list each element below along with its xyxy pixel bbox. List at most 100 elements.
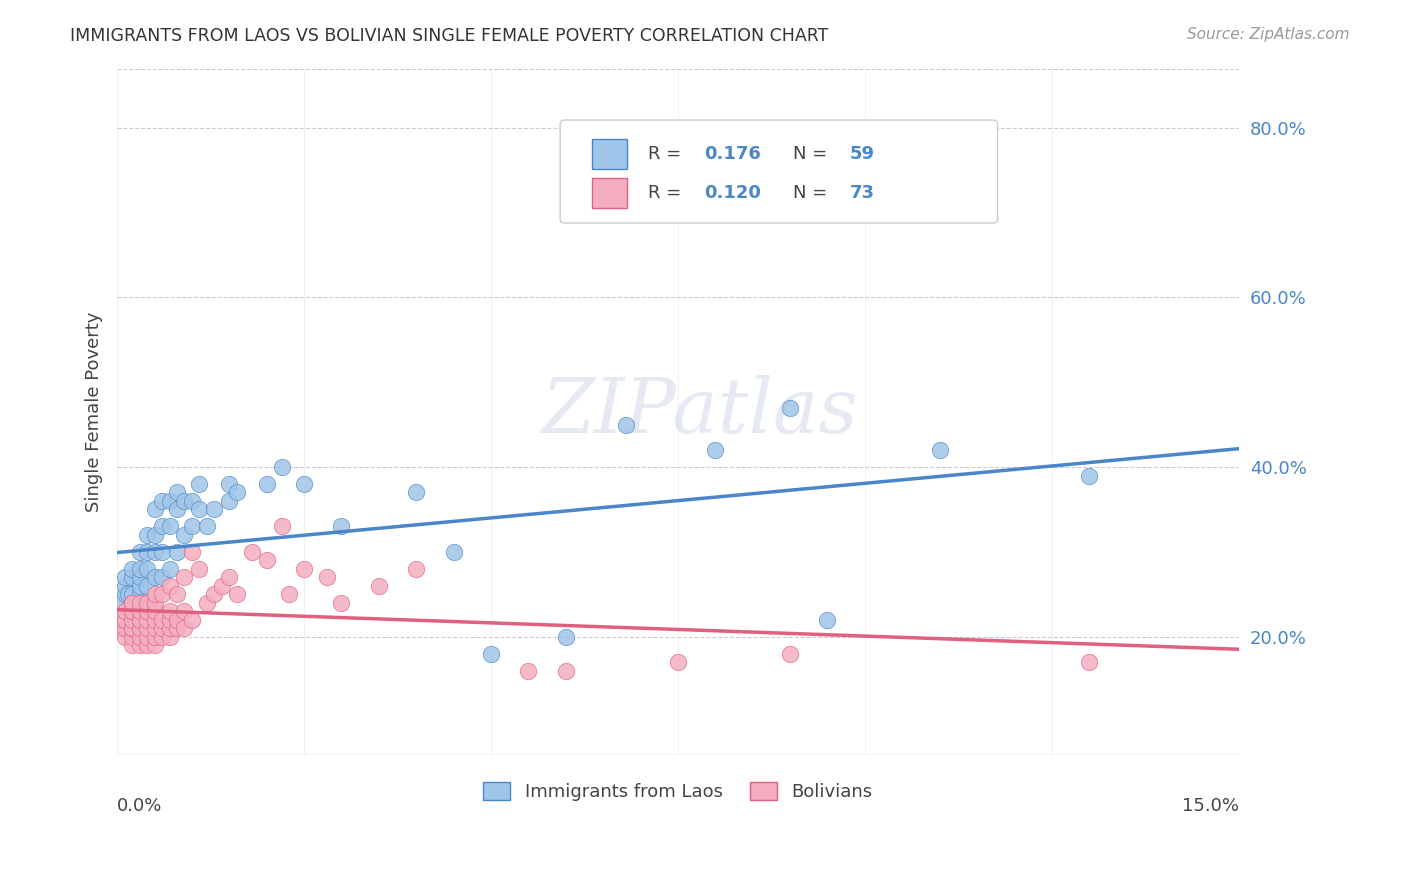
Text: N =: N = [793,184,834,202]
Point [173,604,195,618]
Point [202,502,225,516]
Point [330,519,353,533]
Point [128,613,150,627]
Point [817,613,839,627]
Point [367,579,389,593]
Point [136,596,159,610]
Point [128,579,150,593]
Point [128,604,150,618]
Point [143,570,166,584]
Point [779,647,801,661]
Point [143,502,166,516]
Text: 73: 73 [849,184,875,202]
Point [928,443,950,458]
Point [1078,468,1101,483]
Text: Source: ZipAtlas.com: Source: ZipAtlas.com [1187,27,1350,42]
Point [554,630,576,644]
Point [704,443,727,458]
Point [128,570,150,584]
FancyBboxPatch shape [592,178,627,208]
Point [225,587,247,601]
Point [173,528,195,542]
Point [278,587,301,601]
Point [315,570,337,584]
Text: R =: R = [648,145,686,163]
Point [121,621,143,635]
Point [136,621,159,635]
Point [143,596,166,610]
Point [256,477,278,491]
Point [128,613,150,627]
Point [150,587,173,601]
Point [292,562,315,576]
Point [117,587,139,601]
Point [666,655,689,669]
Point [150,621,173,635]
Point [121,587,143,601]
Point [443,545,465,559]
Text: 0.0%: 0.0% [117,797,163,814]
Point [114,570,136,584]
Point [517,664,540,678]
Point [292,477,315,491]
Point [150,630,173,644]
Point [121,613,143,627]
Point [218,494,240,508]
Point [270,460,292,475]
Text: 15.0%: 15.0% [1181,797,1239,814]
Point [150,519,173,533]
Point [150,494,173,508]
FancyBboxPatch shape [560,120,997,223]
Point [779,401,801,415]
Point [159,494,181,508]
Point [159,562,181,576]
Point [114,587,136,601]
Point [195,519,218,533]
Point [225,485,247,500]
Point [166,613,188,627]
Point [181,545,204,559]
Point [114,621,136,635]
Point [136,528,159,542]
Point [218,477,240,491]
Point [143,587,166,601]
Point [173,621,195,635]
Point [173,570,195,584]
Point [128,604,150,618]
Point [114,630,136,644]
Point [136,630,159,644]
Point [159,604,181,618]
Point [218,570,240,584]
Text: IMMIGRANTS FROM LAOS VS BOLIVIAN SINGLE FEMALE POVERTY CORRELATION CHART: IMMIGRANTS FROM LAOS VS BOLIVIAN SINGLE … [70,27,828,45]
Point [150,570,173,584]
Point [143,621,166,635]
Point [114,604,136,618]
Point [143,638,166,652]
Point [256,553,278,567]
Point [159,519,181,533]
Point [121,596,143,610]
Point [121,604,143,618]
Point [166,485,188,500]
Text: N =: N = [793,145,834,163]
Point [330,596,353,610]
Point [166,621,188,635]
Point [195,596,218,610]
Text: 59: 59 [849,145,875,163]
Point [121,596,143,610]
Point [128,596,150,610]
Point [181,613,204,627]
Point [240,545,263,559]
Legend: Immigrants from Laos, Bolivians: Immigrants from Laos, Bolivians [477,774,880,808]
Point [114,579,136,593]
Point [159,579,181,593]
Point [202,587,225,601]
Point [173,494,195,508]
Point [143,613,166,627]
Point [166,587,188,601]
Point [188,562,211,576]
Point [188,477,211,491]
Point [166,545,188,559]
Point [159,621,181,635]
Point [159,630,181,644]
